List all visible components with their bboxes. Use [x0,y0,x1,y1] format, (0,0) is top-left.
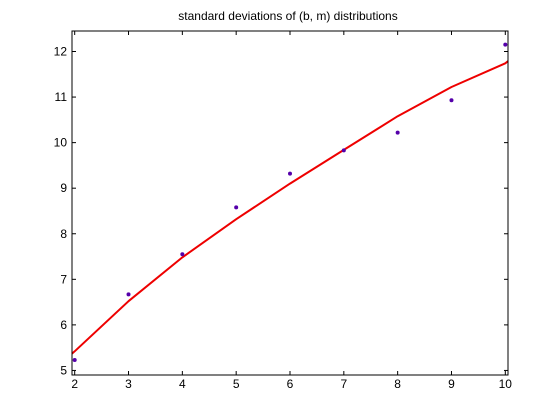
y-tick-label: 8 [60,227,67,241]
y-tick-label: 6 [60,318,67,332]
fit-curve [71,60,509,355]
x-tick-label: 10 [499,377,513,391]
y-tick-label: 9 [60,181,67,195]
data-point [234,205,239,210]
data-point [126,292,131,297]
x-tick-label: 3 [125,377,132,391]
chart-title: standard deviations of (b, m) distributi… [178,9,397,23]
y-tick-label: 12 [54,45,68,59]
data-point [180,252,185,257]
data-point [503,42,508,47]
data-point [341,148,346,153]
x-tick-label: 9 [448,377,455,391]
x-tick-label: 7 [340,377,347,391]
plot-area [72,31,508,375]
x-tick-label: 4 [179,377,186,391]
data-point [449,98,454,103]
y-tick-label: 11 [55,90,68,104]
x-tick-label: 5 [233,377,240,391]
y-tick-label: 5 [60,363,67,377]
y-axis-ticks: 5 6 7 8 9 10 11 12 [54,45,508,377]
data-points-layer [72,42,508,362]
y-tick-label: 7 [60,272,67,286]
data-point [72,357,77,362]
x-tick-label: 6 [287,377,294,391]
data-point [395,130,400,135]
y-tick-label: 10 [54,136,68,150]
data-point [288,171,292,176]
x-tick-label: 2 [71,377,78,391]
x-axis-ticks: 2 3 4 5 6 7 8 9 10 [71,31,512,391]
fit-line-layer [71,60,509,355]
x-tick-label: 8 [394,377,401,391]
